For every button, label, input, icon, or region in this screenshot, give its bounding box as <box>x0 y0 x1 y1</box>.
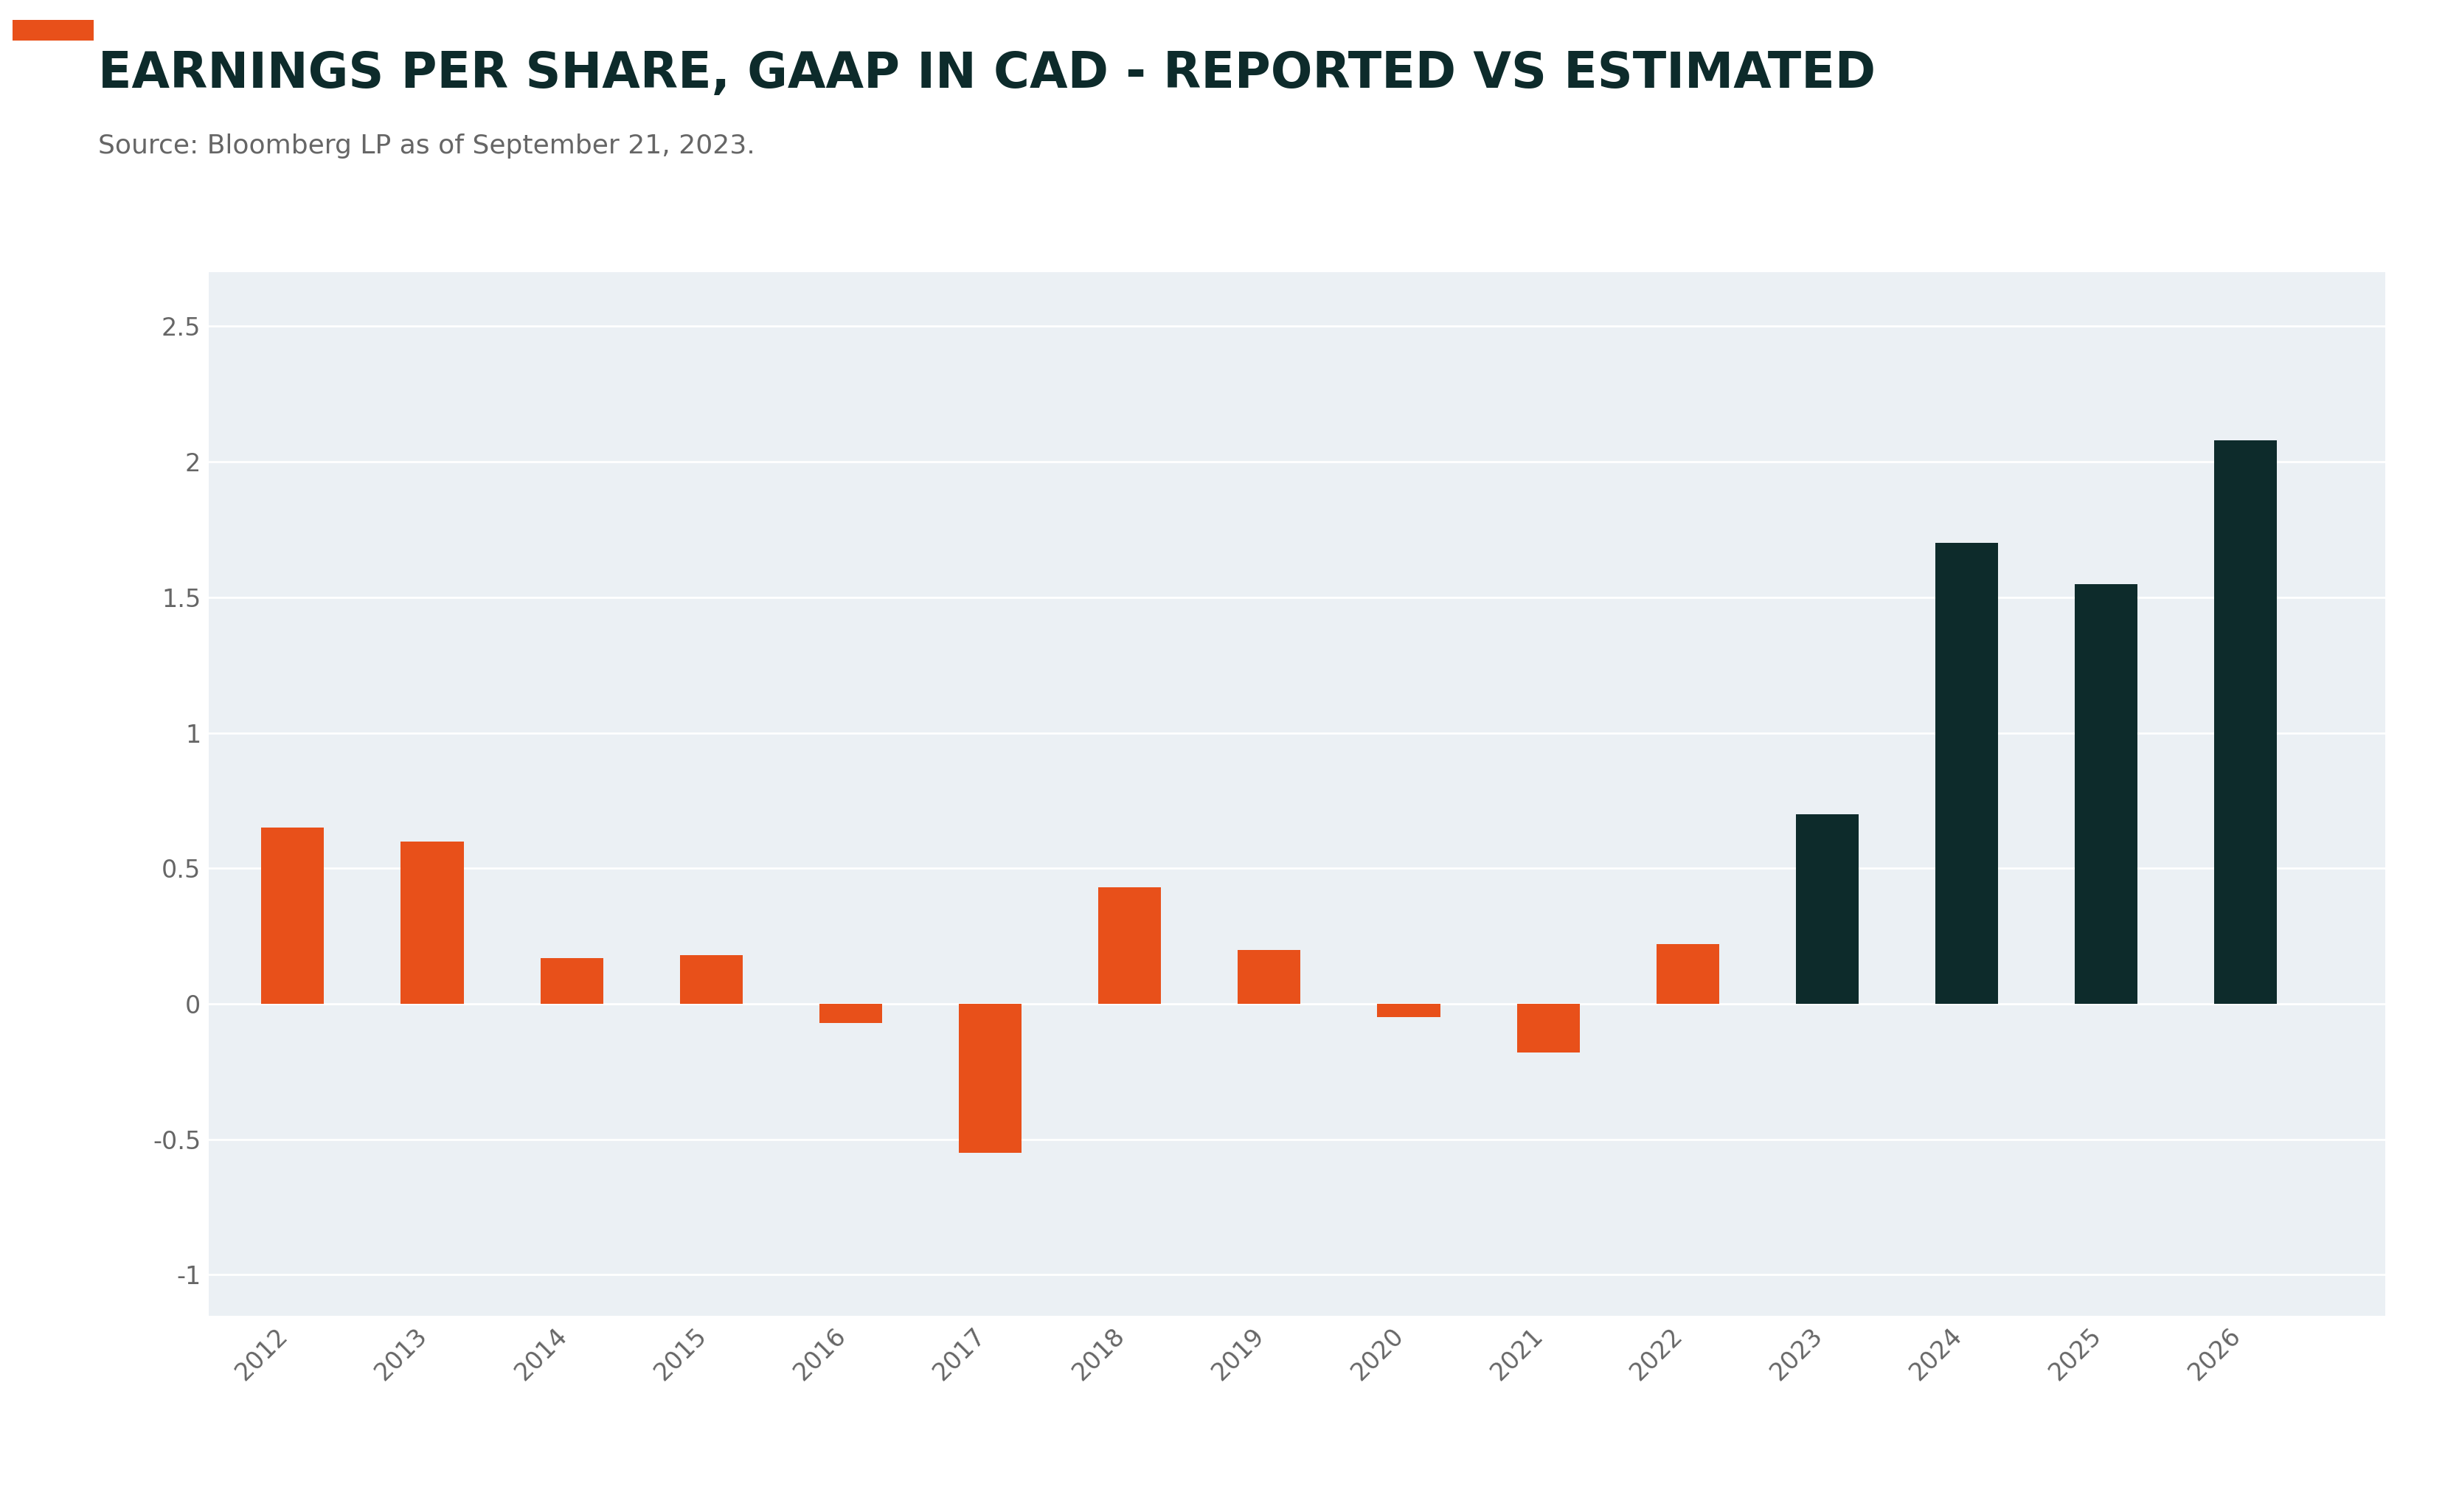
Bar <box>819 1004 883 1022</box>
Bar <box>541 957 602 1004</box>
Bar <box>1099 888 1161 1004</box>
Bar <box>959 1004 1020 1152</box>
Bar <box>1935 543 1999 1004</box>
Bar <box>679 956 743 1004</box>
Bar <box>1517 1004 1579 1052</box>
Bar <box>1795 813 1859 1004</box>
Bar <box>1237 950 1301 1004</box>
Bar <box>261 827 325 1004</box>
Bar <box>1657 943 1719 1004</box>
Bar <box>1377 1004 1441 1018</box>
Bar <box>2075 584 2137 1004</box>
Text: EARNINGS PER SHARE, GAAP IN CAD - REPORTED VS ESTIMATED: EARNINGS PER SHARE, GAAP IN CAD - REPORT… <box>98 50 1876 98</box>
Bar <box>401 841 465 1004</box>
Bar <box>2216 440 2277 1004</box>
Text: Source: Bloomberg LP as of September 21, 2023.: Source: Bloomberg LP as of September 21,… <box>98 133 755 159</box>
